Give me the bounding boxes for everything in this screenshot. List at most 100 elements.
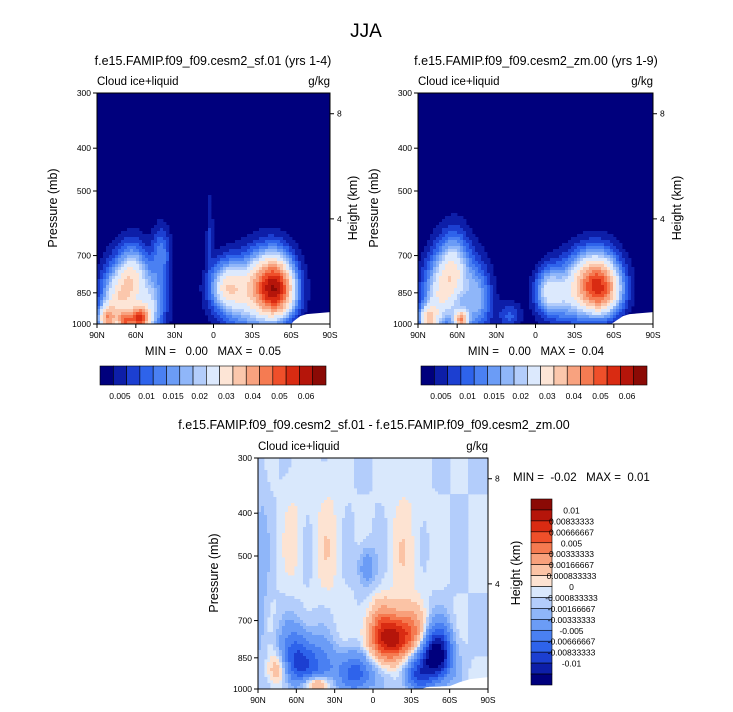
field-cell	[154, 234, 158, 238]
field-cell	[136, 309, 140, 313]
field-cell	[442, 228, 446, 232]
field-cell	[571, 252, 575, 256]
field-cell	[381, 545, 385, 549]
field-cell	[289, 249, 293, 253]
field-cell	[583, 312, 587, 316]
field-cell	[559, 276, 563, 280]
field-cell	[580, 246, 584, 250]
field-cell	[103, 312, 107, 316]
field-cell	[421, 279, 425, 283]
field-cell	[613, 270, 617, 274]
field-cell	[481, 261, 485, 265]
field-cell	[280, 255, 284, 259]
field-cell	[154, 225, 158, 229]
field-cell	[559, 318, 563, 322]
field-cell	[241, 273, 245, 277]
field-cell	[136, 240, 140, 244]
field-cell	[393, 560, 397, 564]
field-cell	[490, 300, 494, 304]
field-cell	[478, 255, 482, 259]
field-cell	[439, 228, 443, 232]
field-cell	[307, 297, 311, 301]
panel-1-field	[97, 93, 330, 324]
field-cell	[265, 267, 269, 271]
field-cell	[136, 303, 140, 307]
field-cell	[244, 279, 248, 283]
field-cell	[100, 273, 104, 277]
field-cell	[625, 279, 629, 283]
field-cell	[238, 273, 242, 277]
field-cell	[264, 491, 268, 495]
field-cell	[202, 270, 206, 274]
field-cell	[436, 279, 440, 283]
field-cell	[318, 521, 322, 525]
field-cell	[229, 315, 233, 319]
field-cell	[271, 303, 275, 307]
field-cell	[505, 318, 509, 322]
field-cell	[399, 506, 403, 510]
field-cell	[247, 315, 251, 319]
field-cell	[601, 240, 605, 244]
field-cell	[469, 243, 473, 247]
field-cell	[151, 231, 155, 235]
field-cell	[472, 258, 476, 262]
field-cell	[244, 282, 248, 286]
field-cell	[598, 318, 602, 322]
field-cell	[274, 270, 278, 274]
field-cell	[268, 306, 272, 310]
field-cell	[451, 297, 455, 301]
field-cell	[303, 563, 307, 567]
field-cell	[511, 321, 515, 324]
field-cell	[607, 312, 611, 316]
field-cell	[463, 282, 467, 286]
field-cell	[436, 231, 440, 235]
field-cell	[288, 518, 292, 522]
field-cell	[436, 309, 440, 313]
field-cell	[363, 470, 367, 474]
field-cell	[309, 572, 313, 576]
field-cell	[247, 258, 251, 262]
field-cell	[484, 279, 488, 283]
field-cell	[211, 222, 215, 226]
field-cell	[553, 270, 557, 274]
field-cell	[466, 267, 470, 271]
field-cell	[262, 249, 266, 253]
field-cell	[208, 294, 212, 298]
field-cell	[469, 285, 473, 289]
field-cell	[247, 285, 251, 289]
field-cell	[232, 303, 236, 307]
field-cell	[460, 258, 464, 262]
field-cell	[496, 312, 500, 316]
field-cell	[559, 267, 563, 271]
field-cell	[583, 282, 587, 286]
field-cell	[304, 276, 308, 280]
field-cell	[453, 530, 457, 534]
field-cell	[622, 255, 626, 259]
field-cell	[345, 533, 349, 537]
field-cell	[433, 291, 437, 295]
field-cell	[265, 297, 269, 301]
field-cell	[430, 303, 434, 307]
field-cell	[283, 321, 287, 324]
field-cell	[565, 294, 569, 298]
field-cell	[399, 518, 403, 522]
field-cell	[472, 267, 476, 271]
field-cell	[436, 321, 440, 324]
field-cell	[538, 270, 542, 274]
field-cell	[133, 297, 137, 301]
field-cell	[399, 545, 403, 549]
field-cell	[589, 309, 593, 313]
field-cell	[553, 252, 557, 256]
field-cell	[273, 548, 277, 552]
field-cell	[466, 315, 470, 319]
field-cell	[480, 467, 484, 471]
field-cell	[235, 252, 239, 256]
field-cell	[613, 318, 617, 322]
field-cell	[205, 309, 209, 313]
field-cell	[345, 569, 349, 573]
field-cell	[454, 282, 458, 286]
field-cell	[136, 243, 140, 247]
field-cell	[306, 566, 310, 570]
field-cell	[484, 282, 488, 286]
